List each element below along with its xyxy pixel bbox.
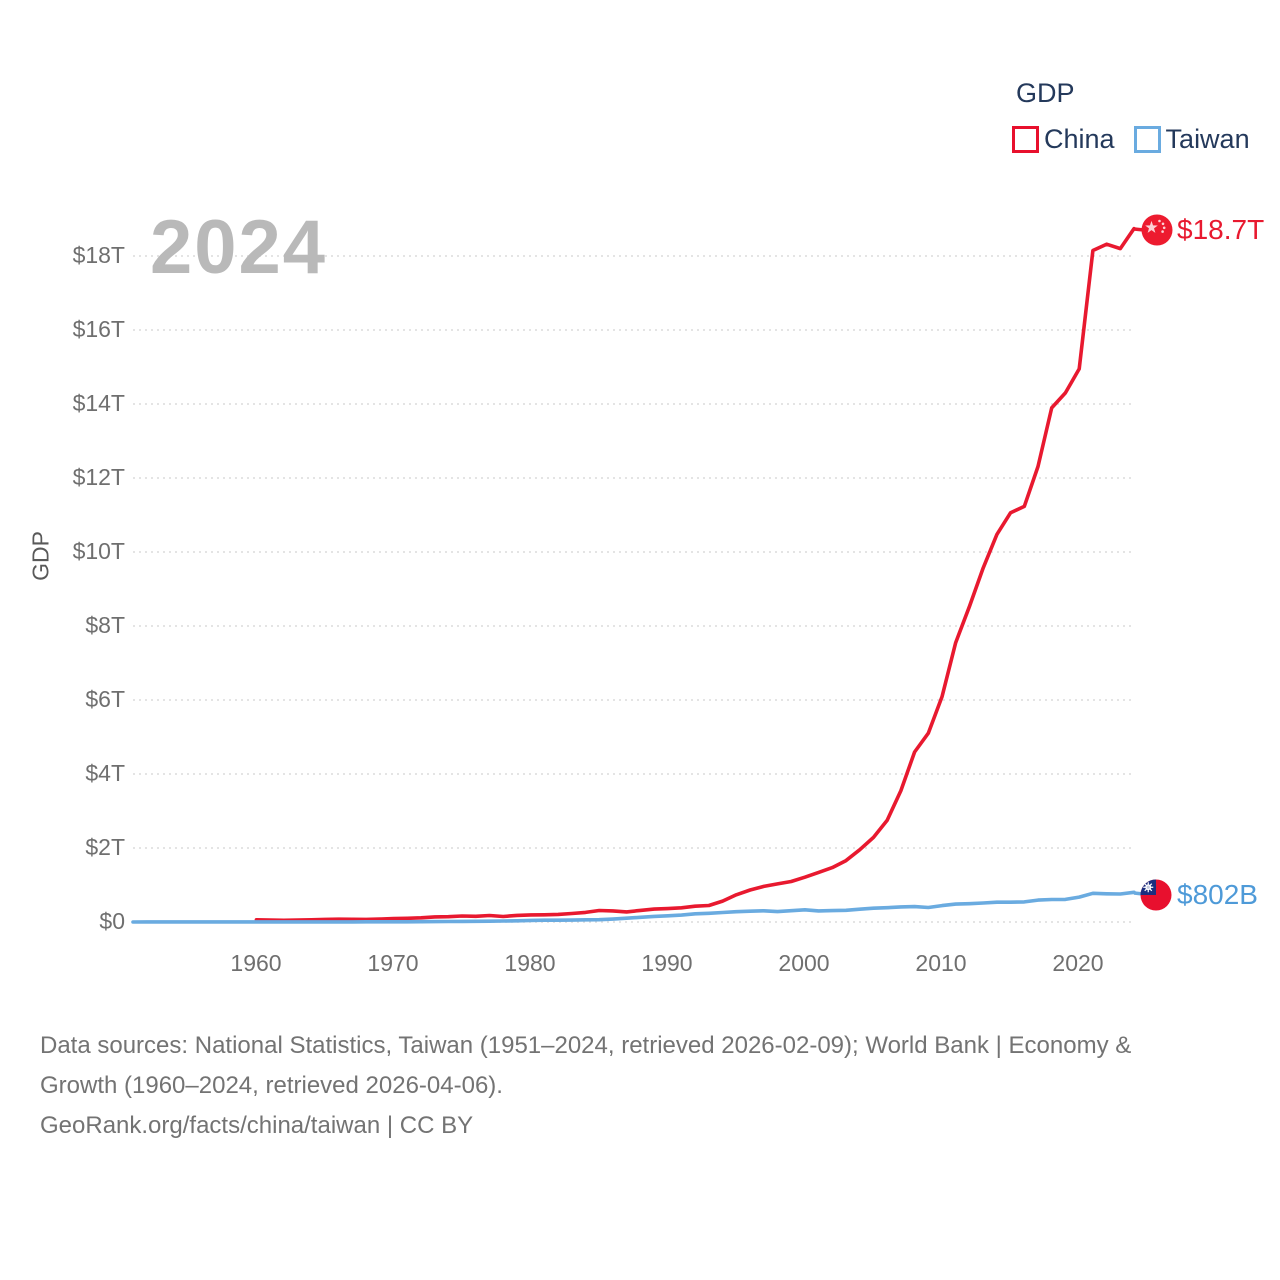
gridlines (133, 255, 1134, 923)
china-swatch-icon (1012, 126, 1039, 153)
legend-item-china[interactable]: China (1012, 124, 1115, 155)
china-flag-icon (1133, 214, 1173, 246)
y-tick-label: $18T (72, 242, 125, 268)
legend: GDP China Taiwan (1012, 78, 1250, 155)
y-tick-label: $16T (72, 316, 125, 342)
taiwan-end-label: $802B (1177, 879, 1258, 910)
x-tick-label: 2000 (778, 950, 830, 976)
y-tick-label: $2T (85, 834, 125, 860)
taiwan-line (131, 890, 1136, 924)
x-tick-label: 2010 (915, 950, 967, 976)
year-watermark: 2024 (150, 205, 328, 290)
attribution-line: GeoRank.org/facts/china/taiwan | CC BY (40, 1112, 474, 1139)
china-line (254, 226, 1136, 923)
y-tick-label: $8T (85, 612, 125, 638)
x-tick-label: 1970 (367, 950, 419, 976)
taiwan-swatch-icon (1133, 126, 1161, 153)
china-end-label: $18.7T (1177, 214, 1265, 245)
x-tick-label: 1990 (641, 950, 693, 976)
y-tick-label: $0 (99, 908, 125, 934)
footer: Data sources: National Statistics, Taiwa… (40, 1026, 1131, 1146)
y-tick-label: $10T (72, 538, 125, 564)
legend-item-taiwan[interactable]: Taiwan (1133, 124, 1250, 155)
x-tick-label: 1980 (504, 950, 556, 976)
legend-label-taiwan: Taiwan (1165, 124, 1250, 154)
y-tick-label: $14T (72, 390, 125, 416)
data-sources-line-1: Data sources: National Statistics, Taiwa… (40, 1032, 1132, 1059)
legend-label-china: China (1044, 124, 1115, 154)
y-tick-label: $12T (72, 464, 125, 490)
legend-title: GDP (1016, 78, 1075, 108)
taiwan-flag-icon (1133, 879, 1172, 911)
x-tick-label: 2020 (1052, 950, 1104, 976)
y-tick-label: $6T (85, 686, 125, 712)
y-tick-label: $4T (85, 760, 125, 786)
x-tick-label: 1960 (230, 950, 282, 976)
data-sources-line-2: Growth (1960–2024, retrieved 2026-04-06)… (40, 1072, 503, 1099)
